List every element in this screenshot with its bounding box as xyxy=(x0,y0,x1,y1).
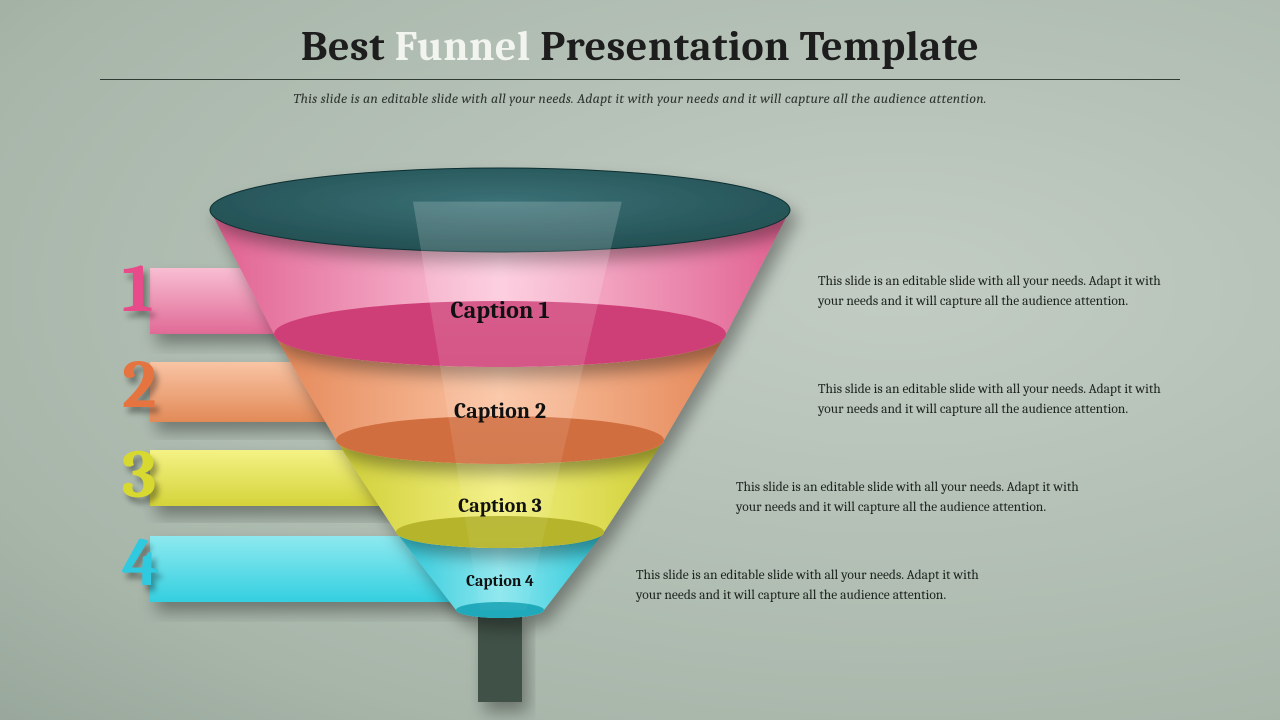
stage-desc-2: This slide is an editable slide with all… xyxy=(818,380,1188,419)
stage-caption-2: Caption 2 xyxy=(454,398,546,424)
stage-number-3: 3 xyxy=(122,436,157,514)
stage-desc-4: This slide is an editable slide with all… xyxy=(636,566,1006,605)
stage-number-4: 4 xyxy=(122,524,160,602)
funnel-stage: 1 2 3 4 Caption 1 Caption 2 Caption 3 Ca… xyxy=(0,0,1280,720)
stage-number-1: 1 xyxy=(122,250,153,328)
stage-number-2: 2 xyxy=(122,346,156,424)
stage-caption-1: Caption 1 xyxy=(450,296,549,324)
stage-desc-3: This slide is an editable slide with all… xyxy=(736,478,1106,517)
funnel-svg xyxy=(0,0,1280,720)
stage-desc-1: This slide is an editable slide with all… xyxy=(818,272,1188,311)
stage-caption-3: Caption 3 xyxy=(458,494,542,517)
stage-caption-4: Caption 4 xyxy=(466,572,534,590)
